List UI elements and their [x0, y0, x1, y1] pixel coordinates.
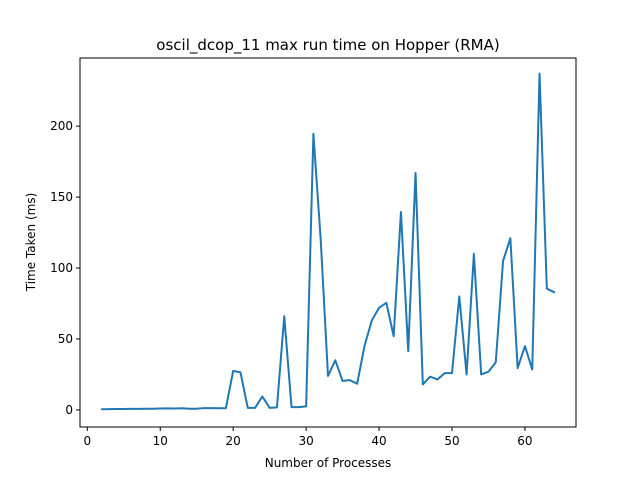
x-axis-ticks: 0 10 20 30 40 50 60	[83, 427, 533, 448]
y-tick-label: 200	[50, 119, 73, 133]
x-axis-label: Number of Processes	[265, 456, 392, 470]
x-tick-label: 10	[153, 434, 168, 448]
y-axis-label: Time Taken (ms)	[24, 193, 38, 293]
x-tick-label: 30	[298, 434, 313, 448]
y-tick-label: 0	[65, 403, 73, 417]
x-tick-label: 0	[83, 434, 91, 448]
y-tick-label: 150	[50, 190, 73, 204]
x-tick-label: 40	[371, 434, 386, 448]
series-line	[100, 72, 556, 411]
y-tick-label: 100	[50, 261, 73, 275]
y-tick-label: 50	[58, 332, 73, 346]
x-tick-label: 50	[444, 434, 459, 448]
chart-title: oscil_dcop_11 max run time on Hopper (RM…	[156, 36, 499, 55]
plot-frame	[79, 57, 577, 428]
x-tick-label: 60	[517, 434, 532, 448]
y-axis-ticks: 0 50 100 150 200	[50, 119, 80, 417]
x-tick-label: 20	[226, 434, 241, 448]
